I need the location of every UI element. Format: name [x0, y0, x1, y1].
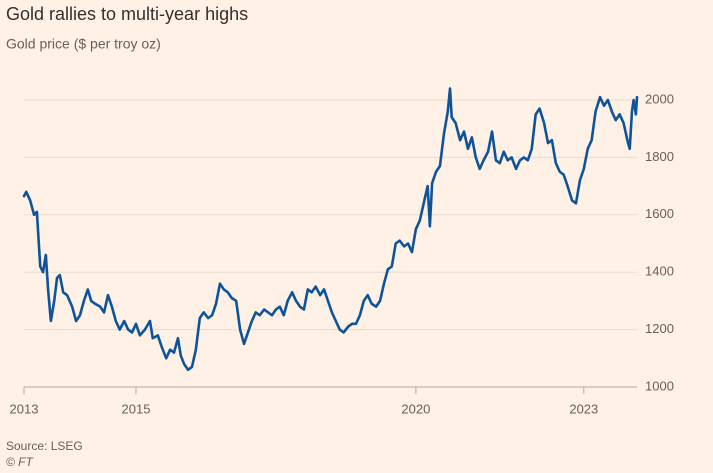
x-tick-label: 2015	[122, 401, 151, 416]
y-tick-label: 1800	[645, 149, 674, 164]
y-tick-label: 1400	[645, 264, 674, 279]
chart-title: Gold rallies to multi-year highs	[6, 4, 248, 24]
y-tick-label: 2000	[645, 91, 674, 106]
source: Source: LSEG	[6, 439, 83, 453]
x-tick-label: 2023	[569, 401, 598, 416]
y-tick-label: 1600	[645, 206, 674, 221]
credit: © FT	[6, 455, 35, 469]
y-tick-label: 1000	[645, 378, 674, 393]
y-tick-label: 1200	[645, 321, 674, 336]
price-line	[22, 87, 639, 372]
x-tick-label: 2020	[401, 401, 430, 416]
x-tick-label: 2013	[10, 401, 39, 416]
chart-subtitle: Gold price ($ per troy oz)	[6, 36, 161, 52]
